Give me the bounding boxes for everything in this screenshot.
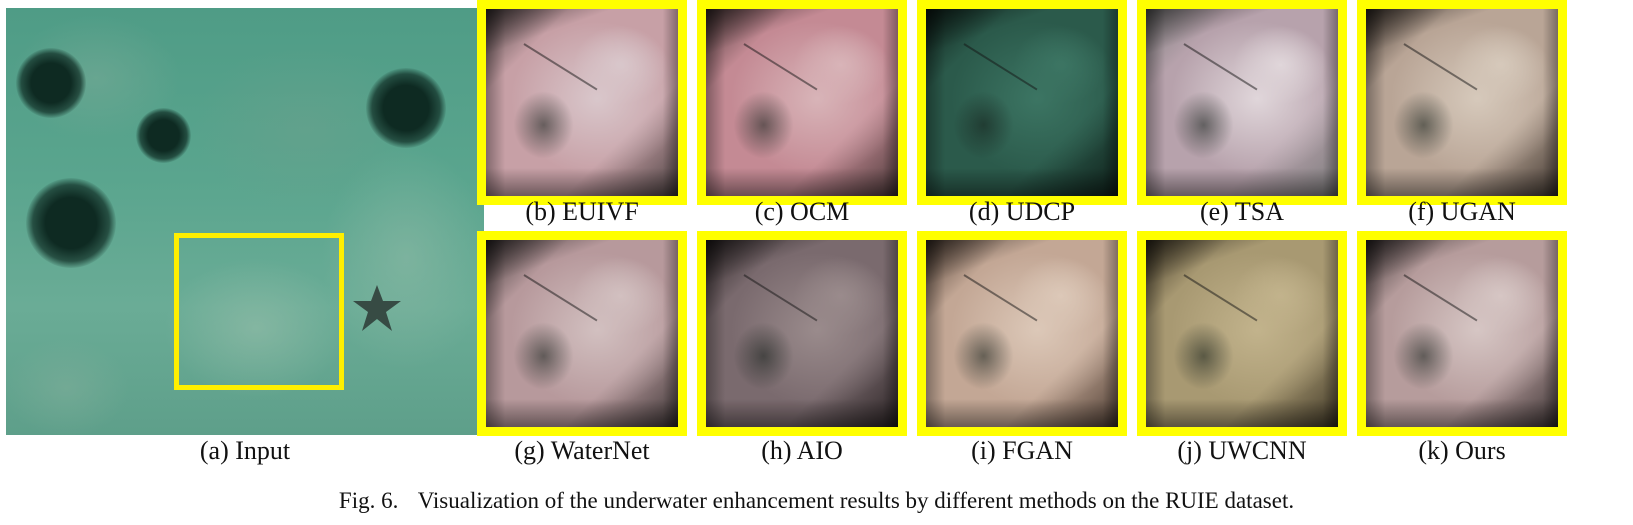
crop-ours (1357, 231, 1567, 436)
rock-shading (486, 240, 678, 427)
rock-shading (486, 9, 678, 196)
crop-tsa (1137, 0, 1347, 205)
starfish (353, 285, 401, 331)
caption-number: Fig. 6. (338, 488, 399, 513)
rock-shading (1146, 240, 1338, 427)
sea-urchin (26, 178, 116, 268)
figure-caption: Fig. 6. Visualization of the underwater … (0, 488, 1633, 514)
label-ocm: (c) OCM (754, 197, 850, 226)
label-euivf: (b) EUIVF (525, 197, 639, 226)
label-tsa: (e) TSA (1199, 197, 1284, 226)
label-ours: (k) Ours (1418, 436, 1506, 465)
label-waternet: (g) WaterNet (514, 436, 650, 465)
rock-shading (1366, 240, 1558, 427)
crop-waternet (477, 231, 687, 436)
crop-fgan (917, 231, 1127, 436)
label-udcp: (d) UDCP (968, 197, 1076, 226)
label-fgan: (i) FGAN (971, 436, 1073, 465)
rock-shading (1146, 9, 1338, 196)
label-aio: (h) AIO (761, 436, 843, 465)
zoom-region-box (174, 233, 344, 390)
sea-urchin (16, 48, 86, 118)
crop-uwcnn (1137, 231, 1347, 436)
rock-shading (926, 240, 1118, 427)
input-image (6, 8, 484, 435)
rock-shading (926, 9, 1118, 196)
label-uwcnn: (j) UWCNN (1177, 436, 1307, 465)
crop-image (1146, 9, 1338, 196)
crop-aio (697, 231, 907, 436)
crop-image (486, 9, 678, 196)
crop-image (486, 240, 678, 427)
crop-image (926, 240, 1118, 427)
crop-image (706, 240, 898, 427)
crop-euivf (477, 0, 687, 205)
caption-text: Visualization of the underwater enhancem… (417, 488, 1295, 513)
label-ugan: (f) UGAN (1408, 197, 1516, 226)
crop-udcp (917, 0, 1127, 205)
rock-shading (1366, 9, 1558, 196)
crop-image (1146, 240, 1338, 427)
label-input: (a) Input (199, 436, 291, 465)
crop-ugan (1357, 0, 1567, 205)
crop-image (926, 9, 1118, 196)
sea-urchin (366, 68, 446, 148)
crop-ocm (697, 0, 907, 205)
sea-urchin (136, 108, 191, 163)
rock-shading (706, 240, 898, 427)
crop-image (1366, 9, 1558, 196)
crop-image (706, 9, 898, 196)
rock-shading (706, 9, 898, 196)
crop-image (1366, 240, 1558, 427)
